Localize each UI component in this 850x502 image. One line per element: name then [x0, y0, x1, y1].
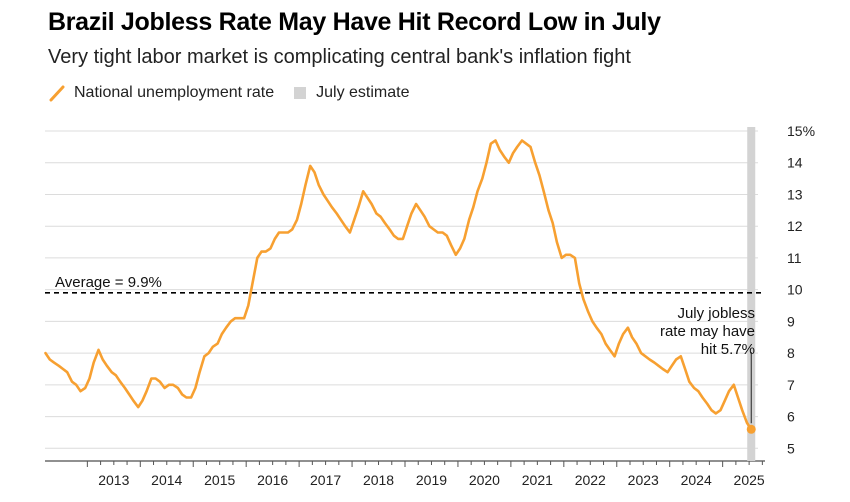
chart-title: Brazil Jobless Rate May Have Hit Record … — [48, 8, 661, 36]
x-tick-label: 2021 — [522, 472, 553, 488]
x-tick-label: 2023 — [628, 472, 659, 488]
legend-line-swatch-stroke — [49, 85, 65, 102]
x-tick-label: 2016 — [257, 472, 288, 488]
july-estimate-point — [746, 424, 756, 434]
legend: National unemployment rate July estimate — [48, 82, 409, 104]
annotation-text-line: July jobless — [677, 305, 755, 322]
y-tick-label: 13 — [787, 186, 803, 202]
y-tick-label: 7 — [787, 377, 795, 393]
y-tick-label: 8 — [787, 345, 795, 361]
legend-band-swatch — [294, 87, 307, 99]
y-tick-label: 5 — [787, 440, 795, 456]
x-tick-label: 2013 — [98, 472, 129, 488]
annotation-text-line: hit 5.7% — [701, 341, 755, 358]
legend-label-estimate: July estimate — [316, 84, 410, 101]
y-tick-label: 14 — [787, 155, 803, 171]
average-label: Average = 9.9% — [55, 274, 162, 291]
x-tick-label: 2015 — [204, 472, 235, 488]
x-tick-label: 2017 — [310, 472, 341, 488]
x-tick-label: 2019 — [416, 472, 447, 488]
y-tick-label: 10 — [787, 282, 803, 298]
y-tick-label: 6 — [787, 409, 795, 425]
x-tick-label: 2025 — [734, 472, 765, 488]
unemployment-rate-line — [44, 139, 753, 431]
y-tick-label: 9 — [787, 313, 795, 329]
july-estimate-band — [747, 127, 756, 461]
chart-subtitle: Very tight labor market is complicating … — [48, 46, 631, 68]
x-tick-label: 2024 — [681, 472, 712, 488]
x-tick-label: 2018 — [363, 472, 394, 488]
legend-label-unemployment: National unemployment rate — [74, 84, 275, 101]
y-tick-label: 15% — [787, 123, 815, 139]
y-tick-label: 11 — [787, 250, 802, 266]
x-tick-label: 2022 — [575, 472, 606, 488]
y-tick-label: 12 — [787, 218, 803, 234]
x-tick-label: 2014 — [151, 472, 182, 488]
x-tick-label: 2020 — [469, 472, 500, 488]
legend-line-swatch — [48, 84, 66, 102]
annotation-text-line: rate may have — [660, 323, 755, 340]
